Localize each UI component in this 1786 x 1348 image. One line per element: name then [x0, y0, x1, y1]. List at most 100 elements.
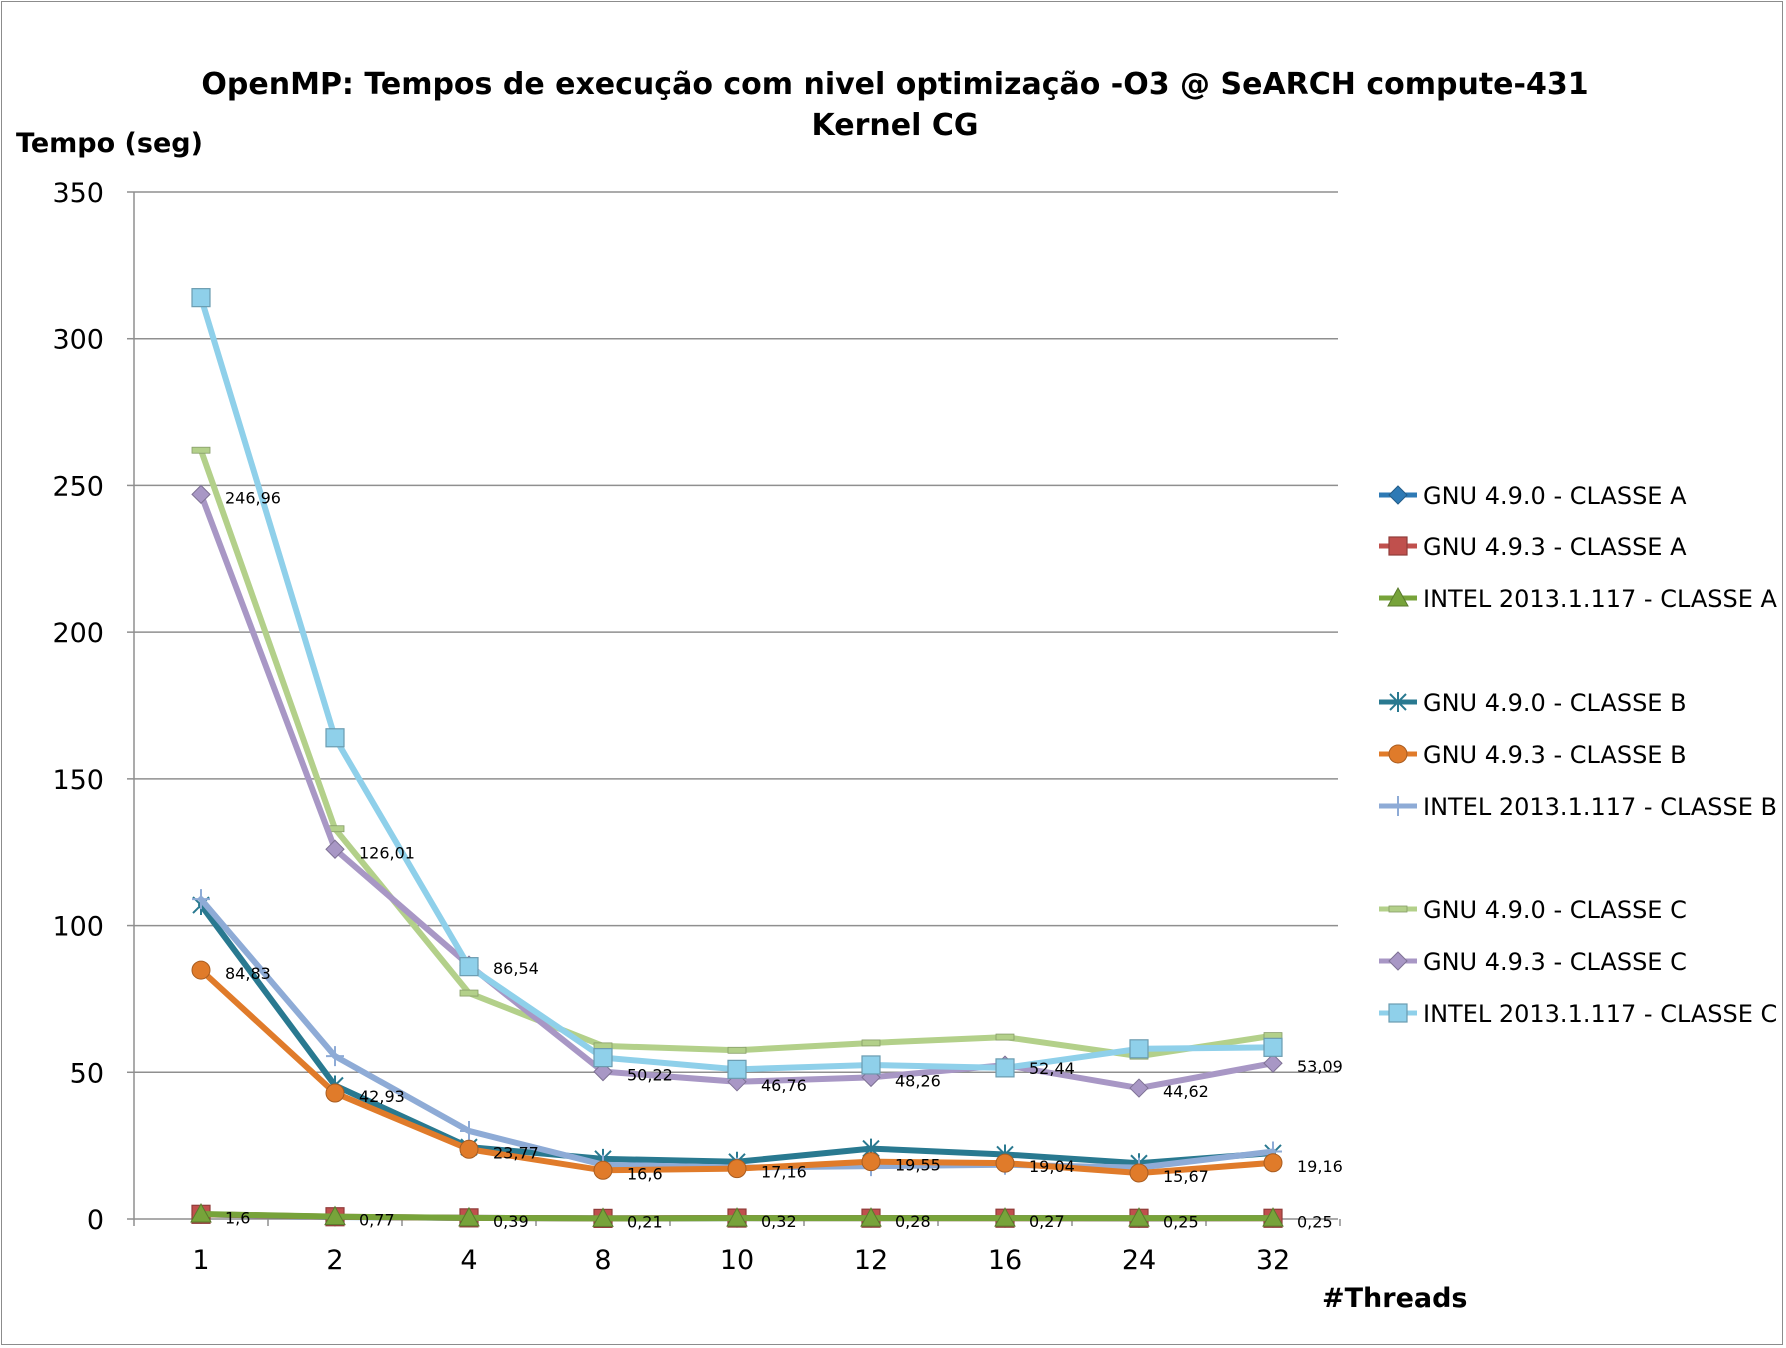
- x-tick-label: 2: [326, 1245, 343, 1276]
- legend-item: INTEL 2013.1.117 - CLASSE B: [1379, 793, 1777, 821]
- data-point: [860, 1207, 882, 1227]
- data-point: [326, 1046, 344, 1067]
- series-layer: [190, 288, 1284, 1229]
- data-point: [593, 1048, 613, 1068]
- data-label: 15,67: [1163, 1167, 1209, 1186]
- data-point: [1263, 1037, 1283, 1057]
- data-point: [191, 960, 211, 980]
- data-point: [593, 1042, 613, 1050]
- series-line: [198, 294, 1276, 1073]
- data-point: [1129, 1039, 1149, 1059]
- legend-marker: [1388, 485, 1408, 505]
- data-point: [593, 1160, 613, 1180]
- y-tick-label: 150: [52, 765, 104, 796]
- legend-label: GNU 4.9.3 - CLASSE B: [1423, 741, 1687, 769]
- data-label: 46,76: [761, 1076, 807, 1095]
- y-tick-label: 200: [52, 618, 104, 649]
- series-8: [191, 484, 1283, 1098]
- data-point: [995, 1033, 1015, 1041]
- data-point: [1128, 1207, 1150, 1227]
- data-point: [191, 446, 211, 454]
- data-point: [861, 1039, 881, 1047]
- legend-item: GNU 4.9.0 - CLASSE C: [1379, 896, 1687, 924]
- data-point: [458, 1206, 480, 1227]
- data-point: [727, 1046, 747, 1054]
- data-point: [324, 1205, 346, 1226]
- legend-item: GNU 4.9.3 - CLASSE A: [1379, 533, 1687, 561]
- data-point: [459, 957, 479, 977]
- data-point: [191, 484, 211, 505]
- data-label: 86,54: [493, 959, 539, 978]
- data-point: [325, 728, 345, 748]
- y-tick-label: 100: [52, 912, 104, 943]
- data-label-layer: 1,6 0,77 0,39 0,21 0,32 0,28 0,27 0,25 0,25 84,83…: [225, 488, 1343, 1231]
- data-label: 19,16: [1297, 1157, 1343, 1176]
- legend-marker: [1389, 796, 1407, 816]
- data-point: [994, 1207, 1016, 1227]
- legend-item: GNU 4.9.0 - CLASSE B: [1379, 689, 1687, 717]
- legend-marker: [1389, 692, 1407, 712]
- data-label: 0,32: [761, 1212, 797, 1231]
- data-point: [192, 889, 210, 910]
- data-label: 0,28: [895, 1212, 931, 1231]
- data-point: [191, 288, 211, 308]
- series-6: [192, 889, 1282, 1178]
- legend-item: GNU 4.9.3 - CLASSE C: [1379, 948, 1687, 976]
- data-label: 19,55: [895, 1156, 941, 1175]
- data-point: [1129, 1078, 1149, 1098]
- legend-marker: [1387, 586, 1409, 607]
- legend-marker: [1388, 1003, 1408, 1023]
- data-label: 0,77: [359, 1211, 395, 1230]
- data-label: 16,6: [627, 1164, 663, 1183]
- data-point: [995, 1153, 1015, 1173]
- data-label: 126,01: [359, 843, 415, 862]
- data-point: [861, 1055, 881, 1075]
- legend-marker: [1388, 951, 1408, 971]
- legend-marker: [1388, 905, 1408, 913]
- data-point: [1263, 1153, 1283, 1173]
- data-label: 246,96: [225, 488, 281, 507]
- x-tick-label: 32: [1256, 1245, 1290, 1276]
- data-point: [995, 1058, 1015, 1078]
- data-label: 23,77: [493, 1143, 539, 1162]
- data-point: [1129, 1163, 1149, 1183]
- y-tick-label: 50: [70, 1058, 104, 1089]
- legend-label: GNU 4.9.3 - CLASSE A: [1423, 533, 1687, 561]
- series-9: [191, 288, 1283, 1079]
- series-5: [191, 960, 1283, 1183]
- legend-label: INTEL 2013.1.117 - CLASSE B: [1423, 793, 1777, 821]
- data-label: 19,04: [1029, 1157, 1075, 1176]
- legend-label: GNU 4.9.0 - CLASSE A: [1423, 482, 1687, 510]
- x-tick-label: 16: [988, 1245, 1022, 1276]
- data-point: [726, 1207, 748, 1227]
- data-label: 52,44: [1029, 1059, 1075, 1078]
- data-label: 1,6: [225, 1208, 250, 1227]
- chart-subtitle: Kernel CG: [812, 108, 979, 143]
- legend-label: INTEL 2013.1.117 - CLASSE C: [1423, 1000, 1777, 1028]
- data-label: 17,16: [761, 1163, 807, 1182]
- x-tick-label: 4: [460, 1245, 477, 1276]
- series-line: [198, 902, 1276, 1167]
- data-point: [460, 1120, 478, 1141]
- legend-item: GNU 4.9.0 - CLASSE A: [1379, 482, 1687, 510]
- legend-label: INTEL 2013.1.117 - CLASSE A: [1423, 585, 1778, 613]
- data-label: 48,26: [895, 1071, 941, 1090]
- x-tick-label: 1: [192, 1245, 209, 1276]
- legend-marker: [1388, 744, 1408, 764]
- legend-marker: [1388, 536, 1408, 556]
- legend-label: GNU 4.9.3 - CLASSE C: [1423, 948, 1687, 976]
- data-label: 84,83: [225, 964, 271, 983]
- data-point: [1263, 1053, 1283, 1073]
- series-7: [191, 446, 1283, 1060]
- data-label: 50,22: [627, 1066, 673, 1085]
- data-label: 44,62: [1163, 1082, 1209, 1101]
- y-tick-label: 250: [52, 471, 104, 502]
- grid-layer: [134, 191, 1338, 1074]
- data-point: [727, 1059, 747, 1079]
- data-label: 42,93: [359, 1087, 405, 1106]
- data-point: [325, 839, 345, 859]
- data-label: 0,21: [627, 1212, 663, 1231]
- x-tick-label: 10: [720, 1245, 754, 1276]
- data-point: [1262, 1207, 1284, 1227]
